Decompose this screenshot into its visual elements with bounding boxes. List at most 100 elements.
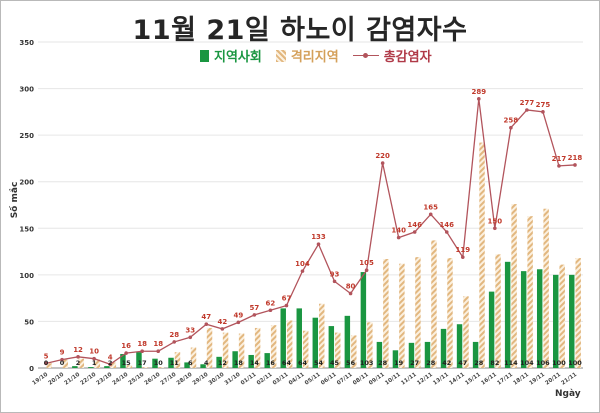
bar-local bbox=[216, 356, 222, 368]
bar-local bbox=[376, 341, 383, 368]
line-point-total bbox=[477, 97, 481, 101]
bar-quarantine bbox=[351, 335, 357, 368]
line-point-total bbox=[412, 230, 417, 234]
bar-quarantine bbox=[559, 264, 565, 368]
bar-value-label: 82 bbox=[490, 359, 499, 367]
line-value-label: 119 bbox=[455, 246, 470, 254]
line-value-label: 10 bbox=[89, 348, 99, 356]
legend-swatch-total bbox=[352, 50, 379, 62]
line-point-total bbox=[541, 110, 545, 114]
bar-value-label: 15 bbox=[122, 359, 132, 367]
line-point-total bbox=[172, 340, 177, 344]
bar-quarantine bbox=[415, 257, 421, 368]
x-tick-label: 17/11 bbox=[496, 372, 514, 387]
line-value-label: 93 bbox=[330, 270, 340, 278]
bar-local bbox=[536, 269, 543, 368]
bar-quarantine bbox=[302, 330, 309, 368]
bar-local bbox=[232, 351, 238, 368]
bar-value-label: 6 bbox=[188, 359, 193, 367]
line-point-total bbox=[573, 163, 577, 167]
bar-value-label: 64 bbox=[282, 359, 292, 367]
legend-label-quarantine: 격리지역 bbox=[290, 50, 339, 65]
bar-value-label: 0 bbox=[44, 359, 49, 367]
bar-local bbox=[280, 308, 286, 368]
bar-quarantine bbox=[158, 367, 165, 368]
x-tick-label: 09/11 bbox=[368, 372, 386, 387]
series-line-total bbox=[45, 98, 576, 365]
line-value-label: 5 bbox=[44, 352, 49, 360]
legend-label-total: 총감염자 bbox=[383, 50, 432, 65]
bar-quarantine bbox=[286, 320, 293, 368]
line-value-label: 33 bbox=[185, 326, 195, 334]
chart-legend: 지역사회 격리지역 총감염자 bbox=[200, 46, 432, 65]
bar-local bbox=[312, 317, 319, 368]
line-point-total bbox=[156, 349, 161, 354]
x-tick-label: 26/10 bbox=[144, 372, 162, 387]
bar-value-label: 11 bbox=[170, 359, 180, 367]
bar-quarantine bbox=[126, 365, 133, 368]
bar-local bbox=[104, 366, 110, 368]
legend-item-local: 지역사회 bbox=[200, 46, 262, 65]
line-value-label: 18 bbox=[137, 340, 147, 348]
line-value-label: 217 bbox=[552, 155, 567, 163]
bar-quarantine bbox=[367, 322, 373, 368]
y-tick-label: 150 bbox=[19, 225, 34, 233]
bar-value-label: 100 bbox=[568, 359, 582, 367]
x-tick-label: 12/11 bbox=[416, 372, 434, 387]
line-value-label: 62 bbox=[266, 299, 276, 307]
bar-local bbox=[328, 326, 335, 368]
x-tick-label: 29/10 bbox=[192, 372, 210, 387]
bar-value-label: 19 bbox=[394, 359, 404, 367]
bar-quarantine bbox=[62, 359, 68, 368]
line-value-label: 9 bbox=[60, 349, 65, 357]
bar-quarantine bbox=[319, 303, 325, 368]
bar-quarantine bbox=[495, 254, 501, 368]
line-value-label: 16 bbox=[121, 342, 131, 350]
line-point-total bbox=[348, 291, 353, 296]
line-point-total bbox=[284, 303, 289, 308]
bar-quarantine bbox=[110, 362, 117, 368]
bar-value-label: 2 bbox=[76, 359, 81, 367]
bar-value-label: 27 bbox=[410, 359, 419, 367]
bar-value-label: 47 bbox=[458, 359, 467, 367]
x-tick-label: 18/11 bbox=[512, 372, 530, 387]
bar-quarantine bbox=[383, 259, 389, 368]
bar-value-label: 64 bbox=[298, 359, 308, 367]
x-tick-label: 06/11 bbox=[320, 372, 338, 387]
bar-quarantine bbox=[447, 258, 453, 368]
line-point-total bbox=[76, 355, 80, 359]
y-tick-label: 350 bbox=[19, 39, 34, 47]
x-tick-label: 05/11 bbox=[304, 372, 322, 387]
line-value-label: 289 bbox=[471, 88, 486, 96]
line-value-label: 47 bbox=[201, 313, 211, 321]
x-tick-label: 13/11 bbox=[432, 372, 450, 387]
line-point-total bbox=[140, 349, 144, 354]
x-tick-label: 19/11 bbox=[528, 372, 546, 387]
x-tick-label: 20/11 bbox=[544, 372, 562, 387]
bar-value-label: 28 bbox=[426, 359, 436, 367]
bar-value-label: 28 bbox=[474, 359, 484, 367]
line-point-total bbox=[92, 356, 96, 361]
legend-item-quarantine: 격리지역 bbox=[275, 46, 339, 65]
bar-quarantine bbox=[431, 240, 437, 368]
bar-local bbox=[200, 364, 206, 368]
line-point-total bbox=[428, 212, 433, 217]
bar-value-label: 14 bbox=[250, 359, 260, 367]
x-tick-label: 11/11 bbox=[400, 372, 418, 387]
x-tick-label: 08/11 bbox=[352, 372, 370, 387]
line-value-label: 218 bbox=[568, 154, 583, 162]
bar-local bbox=[408, 342, 415, 368]
bar-value-label: 106 bbox=[536, 359, 550, 367]
line-value-label: 220 bbox=[375, 152, 390, 160]
line-value-label: 67 bbox=[282, 295, 292, 303]
line-value-label: 104 bbox=[295, 260, 310, 268]
x-tick-label: 27/10 bbox=[160, 372, 178, 387]
line-point-total bbox=[108, 362, 112, 367]
bar-value-label: 2 bbox=[108, 359, 113, 367]
line-point-total bbox=[493, 226, 497, 231]
x-tick-label: 28/10 bbox=[176, 372, 194, 387]
bar-value-label: 45 bbox=[330, 359, 340, 367]
bar-quarantine bbox=[142, 367, 149, 368]
line-point-total bbox=[44, 361, 48, 366]
